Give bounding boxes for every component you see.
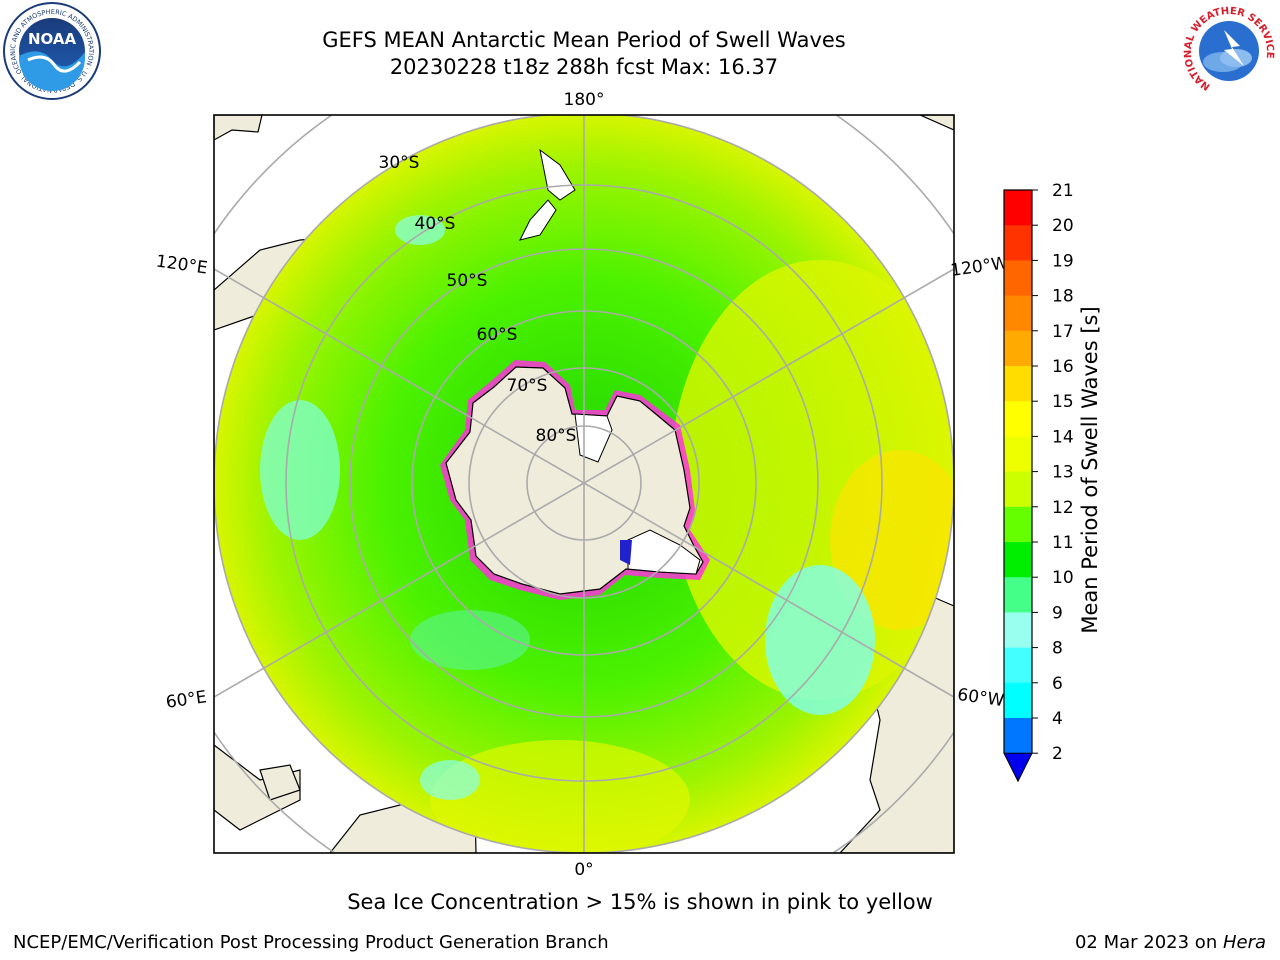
colorbar-tick-label: 10 bbox=[1052, 568, 1074, 588]
graticule bbox=[214, 115, 954, 853]
map-frame bbox=[213, 114, 955, 854]
colorbar-cell bbox=[1004, 366, 1032, 402]
colorbar-tick-label: 15 bbox=[1052, 392, 1074, 412]
lon-label-60w: 60°W bbox=[956, 685, 1005, 711]
colorbar-tick-label: 18 bbox=[1052, 287, 1074, 307]
colorbar-tick-label: 13 bbox=[1052, 463, 1074, 483]
colorbar-tick-label: 11 bbox=[1052, 533, 1074, 553]
antarctica bbox=[440, 360, 710, 600]
noaa-logo-text: NOAA bbox=[28, 30, 77, 48]
lat-label-50s: 50°S bbox=[447, 271, 488, 291]
lat-label-40s: 40°S bbox=[415, 214, 456, 234]
colorbar-tick-label: 12 bbox=[1052, 498, 1074, 518]
colorbar-tick-label: 16 bbox=[1052, 357, 1074, 377]
colorbar-cell bbox=[1004, 542, 1032, 578]
footer-host: Hera bbox=[1222, 932, 1266, 953]
colorbar-cell bbox=[1004, 330, 1032, 367]
colorbar-cell bbox=[1004, 436, 1032, 473]
lon-label-180: 180° bbox=[564, 90, 605, 110]
noaa-logo: NATIONAL OCEANIC AND ATMOSPHERIC ADMINIS… bbox=[0, 0, 101, 100]
colorbar-cell bbox=[1004, 682, 1032, 719]
lon-label-120w: 120°W bbox=[949, 253, 1009, 281]
colorbar-cell bbox=[1004, 647, 1032, 684]
lon-label-60e: 60°E bbox=[165, 687, 208, 712]
lat-label-80s: 80°S bbox=[536, 426, 577, 446]
sea-ice-note: Sea Ice Concentration > 15% is shown in … bbox=[347, 890, 933, 914]
colorbar-tick-label: 6 bbox=[1052, 674, 1063, 694]
colorbar-tick-label: 9 bbox=[1052, 603, 1063, 623]
colorbar-tick-label: 19 bbox=[1052, 251, 1074, 271]
latitude-labels: 30°S 40°S 50°S 60°S 70°S 80°S bbox=[379, 153, 577, 446]
footer-date: 02 Mar 2023 on bbox=[1074, 932, 1223, 953]
colorbar-cell bbox=[1004, 577, 1032, 613]
lon-label-120e: 120°E bbox=[155, 252, 209, 279]
colorbar-label: Mean Period of Swell Waves [s] bbox=[1078, 306, 1102, 634]
colorbar-cell bbox=[1004, 295, 1032, 332]
lon-label-0: 0° bbox=[574, 860, 593, 880]
colorbar-cell bbox=[1004, 612, 1032, 649]
title-line-1: GEFS MEAN Antarctic Mean Period of Swell… bbox=[322, 28, 846, 52]
lat-label-60s: 60°S bbox=[477, 325, 518, 345]
footer-right: 02 Mar 2023 on Hera bbox=[1075, 932, 1266, 953]
colorbar-tick-label: 21 bbox=[1052, 181, 1074, 201]
colorbar-cell bbox=[1004, 401, 1032, 437]
colorbar-tick-label: 8 bbox=[1052, 639, 1063, 659]
title-line-2: 20230228 t18z 288h fcst Max: 16.37 bbox=[389, 55, 779, 79]
colorbar-cell bbox=[1004, 260, 1032, 297]
footer-left: NCEP/EMC/Verification Post Processing Pr… bbox=[13, 932, 609, 953]
colorbar-extend-triangle bbox=[1003, 752, 1033, 783]
colorbar-tick-label: 4 bbox=[1052, 709, 1063, 729]
colorbar-cell bbox=[1004, 506, 1032, 543]
colorbar-tick-label: 17 bbox=[1052, 322, 1074, 342]
lat-label-70s: 70°S bbox=[507, 376, 548, 396]
colorbar-cell bbox=[1004, 225, 1032, 261]
colorbar-cell bbox=[1004, 190, 1032, 226]
colorbar-tick-label: 20 bbox=[1052, 216, 1074, 236]
lat-label-30s: 30°S bbox=[379, 153, 420, 173]
colorbar-cell bbox=[1004, 471, 1032, 508]
colorbar: 21 20 19 18 17 16 15 14 13 12 11 10 9 8 6 4 2 bbox=[1003, 181, 1074, 783]
colorbar-cell bbox=[1004, 718, 1032, 754]
colorbar-tick-label: 2 bbox=[1052, 744, 1063, 764]
colorbar-tick-label: 14 bbox=[1052, 427, 1074, 447]
nws-logo: NATIONAL WEATHER SERVICE bbox=[1180, 2, 1278, 100]
